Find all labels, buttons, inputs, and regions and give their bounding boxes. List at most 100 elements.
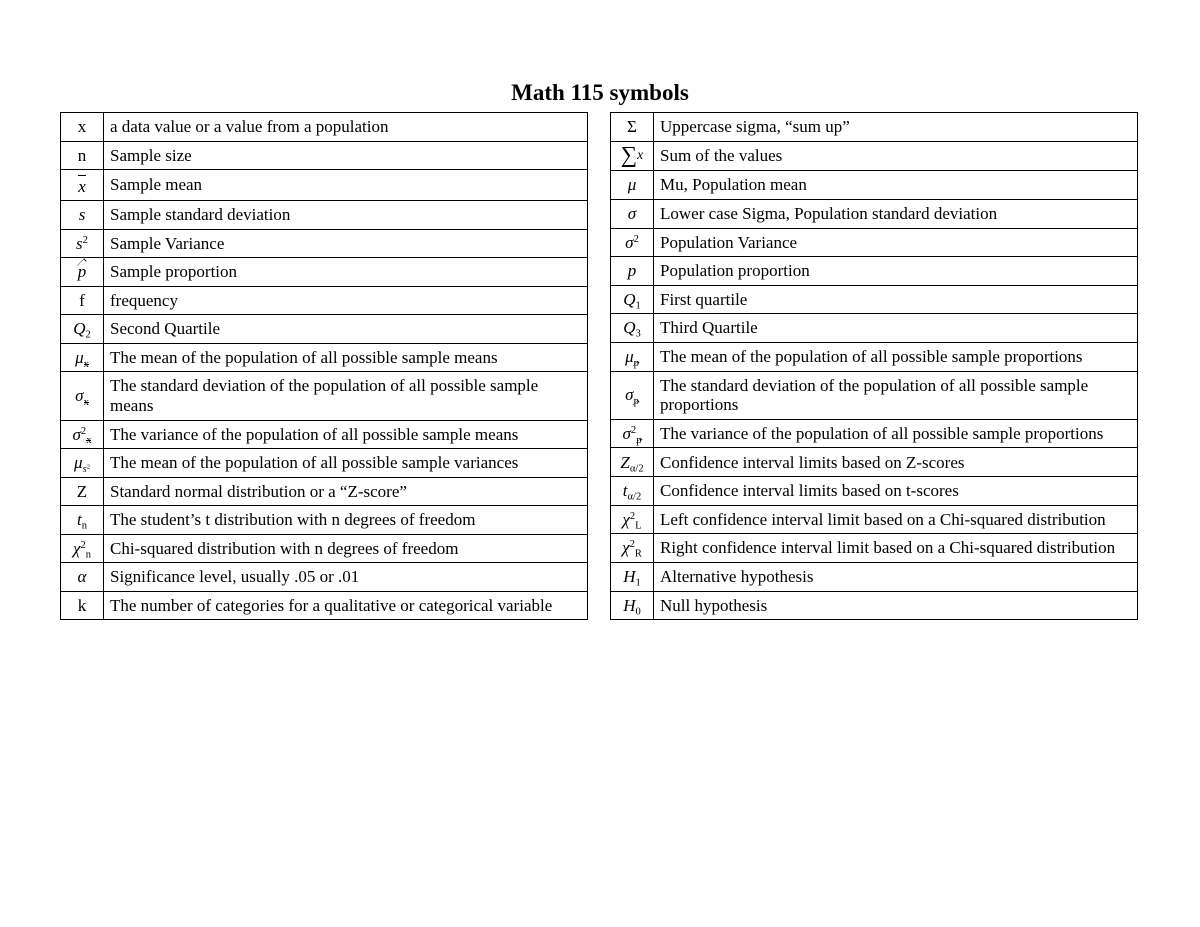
table-row: ∑xSum of the values [611,141,1138,171]
symbol-cell: χ2R [611,534,654,563]
description-cell: The variance of the population of all po… [104,420,588,449]
symbol-cell: μp [611,343,654,372]
description-cell: Confidence interval limits based on t-sc… [654,477,1138,506]
table-row: ZStandard normal distribution or a “Z-sc… [61,477,588,506]
description-cell: The mean of the population of all possib… [104,449,588,478]
table-row: σpThe standard deviation of the populati… [611,371,1138,419]
description-cell: The standard deviation of the population… [104,372,588,420]
table-row: μMu, Population mean [611,171,1138,200]
symbol-cell: χ2L [611,505,654,534]
description-cell: Sample proportion [104,258,588,287]
table-row: μxThe mean of the population of all poss… [61,343,588,372]
description-cell: The student’s t distribution with n degr… [104,506,588,535]
symbol-cell: Q1 [611,285,654,314]
table-row: Q3Third Quartile [611,314,1138,343]
symbol-cell: σ2 [611,228,654,257]
symbol-cell: Z [61,477,104,506]
description-cell: The number of categories for a qualitati… [104,591,588,620]
description-cell: The standard deviation of the population… [654,371,1138,419]
description-cell: The variance of the population of all po… [654,419,1138,448]
symbol-cell: tn [61,506,104,535]
table-row: Zα/2Confidence interval limits based on … [611,448,1138,477]
symbol-cell: f [61,286,104,315]
table-row: σ2pThe variance of the population of all… [611,419,1138,448]
symbol-cell: ∑x [611,141,654,171]
description-cell: Confidence interval limits based on Z-sc… [654,448,1138,477]
table-row: χ2nChi-squared distribution with n degre… [61,534,588,563]
symbol-cell: Zα/2 [611,448,654,477]
description-cell: frequency [104,286,588,315]
table-row: xSample mean [61,170,588,201]
symbol-cell: μ [611,171,654,200]
table-row: pSample proportion [61,258,588,287]
symbols-table-right: ΣUppercase sigma, “sum up”∑xSum of the v… [610,112,1138,620]
table-row: ffrequency [61,286,588,315]
table-row: Q1First quartile [611,285,1138,314]
symbol-cell: s [61,201,104,230]
description-cell: Standard normal distribution or a “Z-sco… [104,477,588,506]
description-cell: Chi-squared distribution with n degrees … [104,534,588,563]
table-row: ΣUppercase sigma, “sum up” [611,113,1138,142]
table-row: σ2Population Variance [611,228,1138,257]
table-row: μpThe mean of the population of all poss… [611,343,1138,372]
description-cell: Sample mean [104,170,588,201]
symbol-cell: α [61,563,104,592]
symbol-cell: Q3 [611,314,654,343]
symbol-cell: σ2p [611,419,654,448]
symbol-cell: σ2x [61,420,104,449]
description-cell: Sample standard deviation [104,201,588,230]
symbol-cell: k [61,591,104,620]
table-row: tα/2Confidence interval limits based on … [611,477,1138,506]
table-row: pPopulation proportion [611,257,1138,286]
table-row: H1Alternative hypothesis [611,562,1138,591]
symbol-cell: x [61,113,104,142]
table-row: nSample size [61,141,588,170]
table-row: kThe number of categories for a qualitat… [61,591,588,620]
symbol-cell: μx [61,343,104,372]
table-row: Q2Second Quartile [61,315,588,344]
table-row: s2Sample Variance [61,229,588,258]
description-cell: Lower case Sigma, Population standard de… [654,199,1138,228]
symbol-cell: p [611,257,654,286]
description-cell: Sum of the values [654,141,1138,171]
symbol-cell: χ2n [61,534,104,563]
table-row: αSignificance level, usually .05 or .01 [61,563,588,592]
table-row: χ2LLeft confidence interval limit based … [611,505,1138,534]
table-row: H0Null hypothesis [611,591,1138,620]
symbol-cell: s2 [61,229,104,258]
two-column-layout: xa data value or a value from a populati… [60,112,1140,620]
table-row: σxThe standard deviation of the populati… [61,372,588,420]
table-row: μs2The mean of the population of all pos… [61,449,588,478]
description-cell: Third Quartile [654,314,1138,343]
symbol-cell: n [61,141,104,170]
description-cell: Left confidence interval limit based on … [654,505,1138,534]
description-cell: Alternative hypothesis [654,562,1138,591]
page-root: Math 115 symbols xa data value or a valu… [0,0,1200,720]
description-cell: Second Quartile [104,315,588,344]
symbol-cell: μs2 [61,449,104,478]
description-cell: Population Variance [654,228,1138,257]
description-cell: Mu, Population mean [654,171,1138,200]
description-cell: Uppercase sigma, “sum up” [654,113,1138,142]
symbol-cell: x [61,170,104,201]
page-title: Math 115 symbols [60,80,1140,106]
description-cell: Population proportion [654,257,1138,286]
description-cell: a data value or a value from a populatio… [104,113,588,142]
symbol-cell: σ [611,199,654,228]
description-cell: Significance level, usually .05 or .01 [104,563,588,592]
description-cell: First quartile [654,285,1138,314]
symbol-cell: H1 [611,562,654,591]
description-cell: The mean of the population of all possib… [654,343,1138,372]
symbol-cell: p [61,258,104,287]
table-row: xa data value or a value from a populati… [61,113,588,142]
description-cell: Sample size [104,141,588,170]
symbol-cell: Σ [611,113,654,142]
table-row: tnThe student’s t distribution with n de… [61,506,588,535]
description-cell: Sample Variance [104,229,588,258]
table-row: sSample standard deviation [61,201,588,230]
symbols-table-left: xa data value or a value from a populati… [60,112,588,620]
symbol-cell: H0 [611,591,654,620]
symbol-cell: tα/2 [611,477,654,506]
symbol-cell: Q2 [61,315,104,344]
description-cell: The mean of the population of all possib… [104,343,588,372]
